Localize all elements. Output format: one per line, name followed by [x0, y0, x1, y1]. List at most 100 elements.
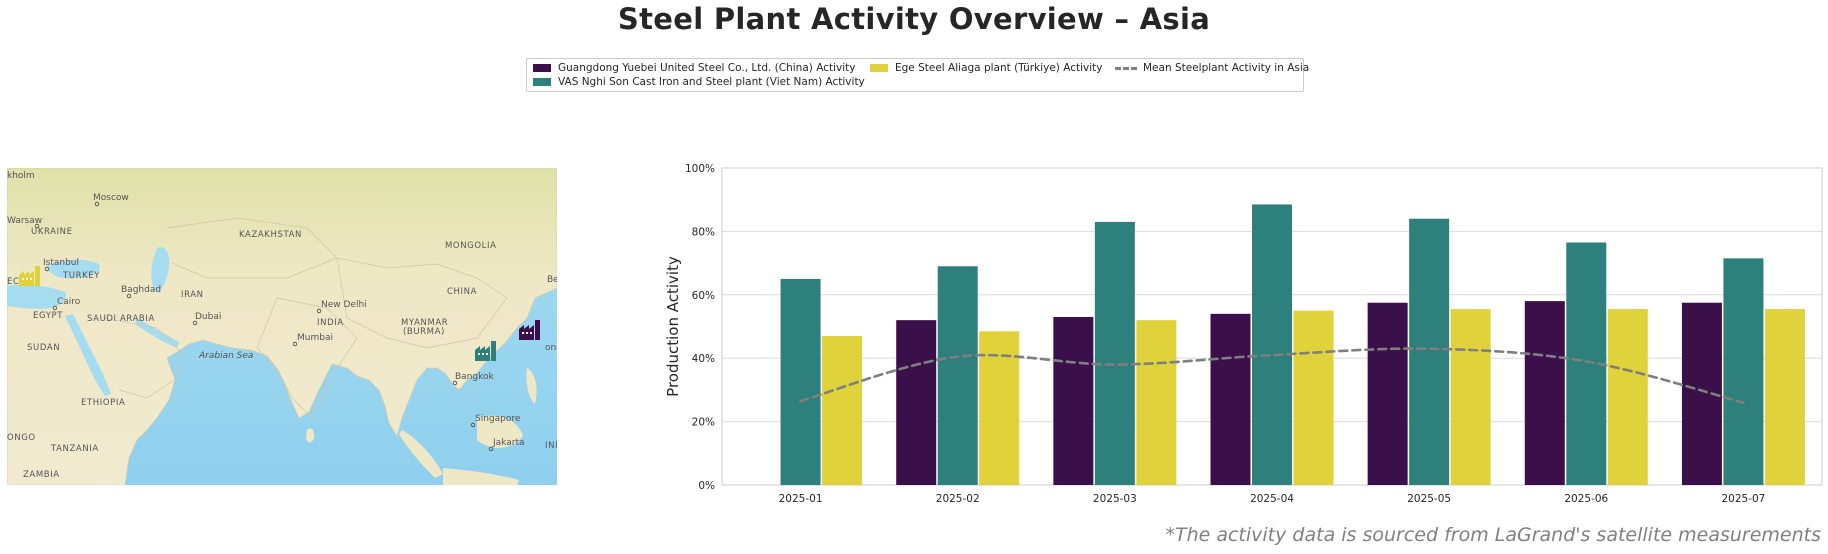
chart-legend: Guangdong Yuebei United Steel Co., Ltd. … [526, 58, 1309, 92]
city-dot [452, 380, 458, 386]
map-label: TANZANIA [50, 444, 99, 454]
bar [937, 266, 978, 485]
bar [1367, 302, 1408, 485]
x-tick-label: 2025-01 [779, 493, 823, 505]
red-sea [65, 314, 111, 396]
city-dot [470, 422, 476, 428]
y-tick-labels: 0% 20% 40% 60% 80% 100% [685, 163, 715, 492]
factory-icon [519, 320, 540, 340]
sri-lanka [306, 428, 315, 443]
bar [1053, 316, 1094, 485]
sumatra [399, 430, 443, 478]
map-label: UKRAINE [31, 227, 73, 237]
bar [979, 331, 1020, 485]
bar [822, 336, 863, 485]
plant-icons [19, 266, 540, 361]
legend-label-turkiye: Ege Steel Aliaga plant (Türkiye) Activit… [895, 62, 1103, 74]
borneo [477, 415, 523, 448]
map-label: MONGOLIA [445, 241, 497, 251]
map-label: ONGO [7, 433, 36, 443]
mean-line-group [799, 347, 1745, 404]
activity-chart-svg: 0% 20% 40% 60% 80% 100% 2025-01 2025-02 2025-03… [664, 163, 1823, 505]
caspian-sea [151, 247, 170, 292]
map-label: SUDAN [27, 343, 60, 353]
map-label: Moscow [93, 193, 129, 203]
map-label: CHINA [447, 287, 477, 297]
persian-gulf [135, 318, 179, 348]
bar [1136, 320, 1177, 485]
map-label: Istanbul [43, 258, 79, 268]
x-tick-label: 2025-06 [1564, 493, 1608, 505]
legend-swatch-turkiye [870, 64, 888, 72]
bar [1293, 310, 1334, 485]
map-label: (BURMA) [403, 327, 445, 337]
java [443, 468, 519, 485]
legend-item-mean: Mean Steelplant Activity in Asia [1115, 62, 1309, 74]
map-label: Warsaw [7, 216, 42, 226]
land-mass [7, 168, 557, 485]
legend-swatch-vietnam [533, 78, 551, 86]
map-label: Jakarta [492, 438, 524, 448]
map-label: Bangkok [455, 372, 495, 382]
map-label: INI [545, 441, 557, 451]
y-tick-label: 20% [692, 417, 715, 429]
y-tick-label: 80% [692, 226, 715, 238]
map-label: SAUDI ARABIA [87, 314, 155, 324]
activity-chart: 0% 20% 40% 60% 80% 100% 2025-01 2025-02 2025-03… [640, 160, 1828, 520]
x-tick-labels: 2025-01 2025-02 2025-03 2025-04 2025-05 2025-… [779, 493, 1766, 505]
map-label: IRAN [181, 290, 204, 300]
legend-label-china: Guangdong Yuebei United Steel Co., Ltd. … [558, 62, 856, 74]
x-tick-label: 2025-05 [1407, 493, 1451, 505]
mediterranean-sea [7, 284, 67, 309]
city-dot [126, 293, 132, 299]
city-dot [94, 201, 100, 207]
map-label: Be [547, 275, 557, 285]
india-border [256, 297, 358, 419]
map-label: Baghdad [121, 285, 161, 295]
legend-item-turkiye: Ege Steel Aliaga plant (Türkiye) Activit… [870, 62, 1102, 74]
asia-map: kholm Moscow Warsaw UKRAINE KAZAKHSTAN MONGOL… [7, 168, 557, 485]
city-dot [292, 341, 298, 347]
factory-icon [19, 266, 40, 286]
kazakh-border [166, 217, 338, 279]
page-title: Steel Plant Activity Overview – Asia [617, 2, 1211, 36]
x-tick-label: 2025-07 [1721, 493, 1765, 505]
map-label: ong [545, 343, 557, 353]
y-tick-label: 60% [692, 290, 715, 302]
mean-activity-line [799, 347, 1745, 404]
y-tick-label: 100% [685, 163, 715, 175]
city-dot [52, 305, 58, 311]
bar [1764, 309, 1805, 485]
city-dot [488, 446, 494, 452]
map-label: Cairo [57, 297, 81, 307]
city-dot [44, 266, 50, 272]
bar [780, 278, 821, 485]
legend-item-china: Guangdong Yuebei United Steel Co., Ltd. … [533, 62, 855, 74]
x-tick-label: 2025-04 [1250, 493, 1294, 505]
legend-dash-mean [1115, 66, 1137, 70]
x-tick-label: 2025-03 [1093, 493, 1137, 505]
bar [1094, 221, 1135, 485]
city-dot [192, 320, 198, 326]
y-tick-label: 40% [692, 353, 715, 365]
bar [1210, 313, 1251, 485]
map-label: Dubai [195, 312, 221, 322]
factory-icon [475, 341, 496, 361]
china-border [336, 257, 508, 349]
black-sea [47, 259, 100, 279]
arabia-region [102, 317, 184, 399]
map-label: Mumbai [297, 333, 333, 343]
x-tick-label: 2025-02 [936, 493, 980, 505]
map-label: Singapore [475, 414, 521, 424]
map-label: EC [7, 277, 20, 287]
legend-item-vietnam: VAS Nghi Son Cast Iron and Steel plant (… [533, 76, 865, 88]
bar [1524, 301, 1565, 485]
legend-label-mean: Mean Steelplant Activity in Asia [1143, 62, 1310, 74]
map-label: ETHIOPIA [81, 398, 125, 408]
philippines [526, 368, 537, 404]
map-label: kholm [7, 171, 35, 181]
bar [1450, 309, 1491, 485]
map-label: INDIA [317, 318, 344, 328]
